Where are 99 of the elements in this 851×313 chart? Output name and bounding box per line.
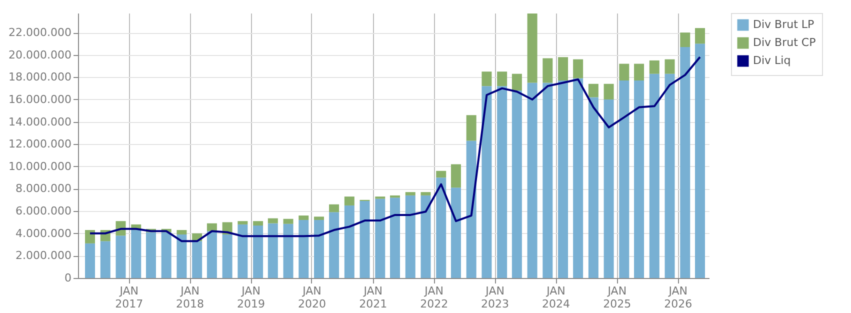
bar: [100, 241, 110, 278]
bar: [253, 226, 264, 278]
bar: [664, 74, 675, 278]
bar: [116, 236, 126, 278]
bar: [85, 230, 96, 244]
bar: [206, 223, 217, 232]
x-tick-label: JAN 2020: [298, 284, 326, 310]
bar: [131, 230, 142, 278]
bar: [298, 220, 309, 278]
bar: [649, 60, 660, 74]
bar: [588, 97, 598, 278]
bar: [680, 47, 690, 278]
legend-label: Div Brut LP: [753, 18, 815, 31]
bar: [664, 59, 675, 74]
bar: [512, 90, 522, 278]
x-tick-label: JAN 2025: [603, 284, 632, 310]
bar: [161, 232, 172, 278]
bar: [497, 86, 508, 278]
x-tick-label: JAN 2022: [420, 284, 448, 310]
x-tick-label: JAN 2023: [481, 284, 510, 310]
bar: [619, 64, 630, 81]
x-tick-label: JAN 2021: [359, 284, 388, 310]
y-tick-label: 6.000.000: [16, 204, 72, 218]
bar: [283, 224, 294, 278]
bar: [405, 195, 416, 278]
bar: [238, 221, 248, 224]
bar: [268, 218, 278, 224]
y-tick-label: 16.000.000: [8, 92, 72, 106]
bar: [222, 234, 232, 278]
bar: [527, 14, 538, 83]
bar: [527, 82, 538, 278]
bar: [604, 99, 614, 278]
bar: [344, 196, 354, 206]
legend-label: Div Liq: [753, 54, 791, 67]
bar: [436, 170, 446, 178]
x-tick-label: JAN 2026: [664, 284, 692, 310]
bar: [390, 195, 400, 198]
bar: [604, 84, 614, 100]
legend-label: Div Brut CP: [753, 36, 816, 49]
x-tick-label: JAN 2019: [237, 284, 266, 310]
y-tick-label: 20.000.000: [8, 48, 72, 62]
y-tick-label: 12.000.000: [8, 138, 72, 151]
y-tick-label: 8.000.000: [16, 182, 72, 196]
bar: [176, 230, 187, 234]
y-tick-label: 2.000.000: [16, 249, 72, 262]
bar: [314, 220, 324, 278]
bar: [238, 224, 248, 278]
bar: [649, 74, 660, 278]
bar: [482, 72, 492, 86]
bar: [85, 243, 96, 278]
bar: [634, 80, 644, 278]
bar: [390, 198, 400, 278]
y-tick-label: 0: [64, 272, 72, 284]
bar: [375, 198, 386, 278]
bar: [482, 86, 492, 278]
bar: [436, 178, 446, 278]
bar: [634, 64, 644, 81]
bar: [450, 164, 461, 188]
bar: [680, 32, 690, 48]
bar: [329, 204, 340, 212]
bar: [344, 205, 354, 278]
bar: [405, 192, 416, 196]
y-tick-label: 14.000.000: [8, 115, 72, 128]
bar: [283, 218, 294, 224]
bar: [298, 216, 309, 220]
bar: [497, 72, 508, 86]
bar: [542, 58, 553, 83]
y-tick-label: 22.000.000: [8, 26, 72, 40]
bar: [558, 57, 568, 81]
bar: [450, 188, 461, 278]
bar: [146, 232, 156, 278]
bar: [420, 192, 431, 196]
bar: [268, 223, 278, 278]
bar: [329, 212, 340, 278]
bar: [176, 234, 187, 278]
line-series: [89, 56, 701, 242]
bar: [542, 82, 553, 278]
bar: [512, 74, 522, 91]
bar: [558, 80, 568, 278]
bar: [466, 140, 476, 278]
bar: [192, 241, 202, 278]
bar: [360, 201, 370, 278]
y-tick-label: 18.000.000: [8, 70, 72, 84]
bar: [573, 78, 584, 278]
bar: [206, 231, 217, 278]
x-tick-label: JAN 2017: [115, 284, 144, 310]
bar: [588, 84, 598, 98]
bar: [694, 28, 705, 44]
x-tick-label: JAN 2024: [542, 284, 570, 310]
bar: [420, 195, 431, 278]
bar: [694, 44, 705, 278]
bar: [314, 216, 324, 220]
y-tick-label: 4.000.000: [16, 226, 72, 240]
x-tick-label: JAN 2018: [176, 284, 204, 310]
bar: [619, 80, 630, 278]
bar: [253, 221, 264, 226]
bar: [573, 59, 584, 78]
bar: [466, 115, 476, 141]
y-tick-label: 10.000.000: [8, 160, 72, 173]
